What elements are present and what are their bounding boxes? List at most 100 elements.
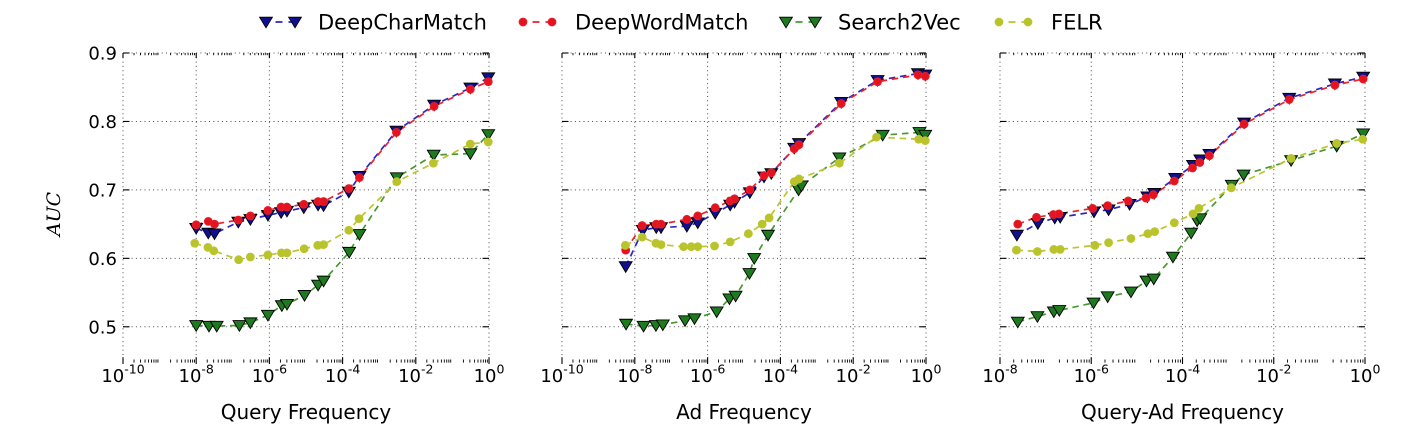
marker-Search2Vec-icon (297, 290, 312, 302)
legend-item-DeepCharMatch: DeepCharMatch (258, 11, 487, 35)
marker-Search2Vec-icon (209, 320, 224, 333)
marker-Search2Vec-icon (709, 306, 724, 319)
marker-DeepWordMatch-icon (682, 214, 692, 224)
marker-FELR-icon (757, 219, 767, 229)
legend-marker-triangle-down-icon (778, 16, 794, 29)
marker-Search2Vec-icon (463, 148, 478, 161)
marker-FELR-icon (656, 240, 666, 250)
marker-DeepCharMatch-icon (618, 261, 633, 274)
series-markers-DeepWordMatch (1013, 74, 1368, 229)
marker-Search2Vec-icon (189, 320, 204, 333)
marker-FELR-icon (392, 177, 402, 187)
marker-Search2Vec-icon (618, 318, 634, 331)
marker-DeepWordMatch-icon (210, 219, 219, 229)
marker-FELR-icon (344, 225, 354, 235)
marker-FELR-icon (354, 214, 364, 224)
marker-DeepWordMatch-icon (191, 220, 201, 230)
marker-FELR-icon (1055, 245, 1065, 254)
xtick-label-1e-6: 10-6 (252, 362, 287, 388)
marker-Search2Vec-icon (687, 313, 702, 326)
marker-DeepWordMatch-icon (1141, 193, 1151, 203)
marker-FELR-icon (1332, 138, 1342, 148)
marker-Search2Vec-icon (1100, 291, 1115, 304)
series-markers-DeepWordMatch (191, 77, 493, 230)
marker-DeepCharMatch-icon (207, 228, 222, 241)
legend-item-Search2Vec: Search2Vec (778, 11, 961, 35)
marker-FELR-icon (834, 158, 844, 168)
series-line-Search2Vec (1017, 132, 1364, 323)
xaxis-title-0: Query Frequency (221, 400, 392, 424)
xtick-label-1e-6: 10-6 (690, 362, 725, 388)
marker-DeepWordMatch-icon (263, 206, 273, 215)
xtick-label-1e-4: 10-4 (763, 362, 798, 388)
marker-DeepWordMatch-icon (873, 77, 882, 87)
ytick-label-0.6: 0.6 (88, 249, 117, 270)
marker-Search2Vec-icon (760, 229, 776, 242)
yaxis-title: AUC (43, 191, 65, 238)
marker-FELR-icon (1286, 154, 1296, 163)
marker-Search2Vec-icon (426, 149, 441, 162)
marker-DeepWordMatch-icon (465, 84, 475, 94)
marker-Search2Vec-icon (341, 246, 357, 259)
marker-DeepWordMatch-icon (1054, 209, 1064, 219)
ytick-label-0.9: 0.9 (88, 44, 117, 65)
xtick-label-1e-8: 10-8 (617, 362, 652, 388)
marker-FELR-icon (263, 250, 273, 260)
marker-DeepWordMatch-icon (1103, 201, 1113, 211)
legend-marker-triangle-down-icon (287, 16, 303, 29)
marker-DeepWordMatch-icon (693, 211, 703, 221)
marker-FELR-icon (743, 229, 753, 239)
marker-Search2Vec-icon (655, 319, 671, 332)
xaxis-title-1: Ad Frequency (676, 400, 812, 424)
xtick-label-1e0: 100 (911, 362, 942, 388)
marker-Search2Vec-icon (481, 129, 496, 142)
marker-FELR-icon (299, 244, 309, 254)
marker-Search2Vec-icon (742, 268, 757, 281)
legend-marker-triangle-down-icon (807, 16, 823, 29)
xtick-label-1e-4: 10-4 (325, 362, 360, 388)
marker-FELR-icon (637, 232, 647, 242)
series-markers-Search2Vec (618, 127, 933, 333)
marker-Search2Vec-icon (316, 275, 331, 288)
marker-FELR-icon (725, 237, 735, 247)
marker-DeepWordMatch-icon (656, 219, 666, 229)
marker-FELR-icon (234, 255, 244, 265)
xtick-label-1e-8: 10-8 (982, 362, 1017, 388)
series-line-DeepCharMatch (195, 76, 489, 235)
marker-FELR-icon (764, 213, 774, 223)
marker-Search2Vec-icon (279, 298, 295, 311)
series-line-DeepWordMatch (195, 80, 489, 226)
ytick-label-0.7: 0.7 (88, 180, 117, 201)
marker-Search2Vec-icon (1236, 169, 1251, 182)
marker-DeepWordMatch-icon (794, 140, 804, 150)
marker-DeepWordMatch-icon (1330, 80, 1340, 90)
marker-DeepWordMatch-icon (836, 99, 846, 109)
legend-marker-circle-icon (518, 17, 528, 27)
ytick-label-0.8: 0.8 (88, 112, 117, 133)
legend-label: DeepCharMatch (318, 11, 487, 35)
marker-Search2Vec-icon (1139, 275, 1154, 288)
marker-Search2Vec-icon (1183, 227, 1199, 240)
xtick-label-1e-2: 10-2 (398, 362, 433, 388)
marker-DeepWordMatch-icon (233, 215, 243, 225)
subplot-2: 10-8 10-6 10-4 10-2 100 Query-Ad Frequency (982, 52, 1380, 424)
marker-Search2Vec-icon (352, 229, 367, 242)
series-markers-Search2Vec (189, 129, 496, 333)
marker-FELR-icon (465, 139, 475, 149)
series-markers-FELR (190, 137, 493, 265)
series-markers-FELR (1012, 134, 1368, 256)
marker-Search2Vec-icon (636, 320, 651, 333)
marker-Search2Vec-icon (232, 320, 247, 333)
marker-Search2Vec-icon (1355, 128, 1371, 141)
marker-DeepWordMatch-icon (392, 127, 401, 137)
marker-FELR-icon (282, 248, 292, 258)
subplot-0: 10-10 10-8 10-6 10-4 10-2 100 0.5 0.6 0.7 0.8 0.9 Q… (88, 44, 504, 425)
marker-Search2Vec-icon (677, 315, 693, 328)
marker-Search2Vec-icon (746, 253, 762, 266)
marker-Search2Vec-icon (1010, 316, 1025, 329)
marker-DeepWordMatch-icon (1032, 212, 1041, 222)
marker-DeepWordMatch-icon (1188, 163, 1197, 173)
marker-FELR-icon (1104, 238, 1113, 247)
